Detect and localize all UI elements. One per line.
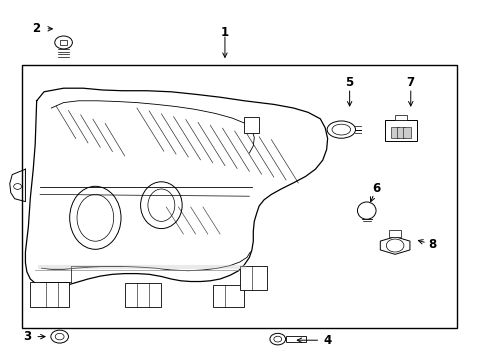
Text: 1: 1 [221,26,228,39]
Circle shape [55,36,72,49]
Bar [30,282,69,307]
Bar [390,127,398,138]
Text: 7: 7 [406,76,414,89]
Bar [394,115,406,120]
Bar [22,65,456,328]
Bar [285,336,305,342]
Polygon shape [380,237,409,254]
Text: 8: 8 [428,238,436,251]
Text: 3: 3 [23,330,31,343]
Text: 4: 4 [323,334,331,347]
Text: 2: 2 [33,22,41,35]
Bar [388,230,400,237]
Bar [124,283,161,307]
Circle shape [51,330,68,343]
Text: 5: 5 [345,76,353,89]
Text: 6: 6 [372,183,380,195]
Ellipse shape [357,202,375,219]
Bar [239,266,266,290]
Ellipse shape [326,121,355,138]
Bar [385,120,416,141]
Bar [402,127,410,138]
Bar [212,285,244,307]
Circle shape [269,333,285,345]
Bar [60,40,67,45]
Bar [396,127,404,138]
Bar [244,117,259,133]
